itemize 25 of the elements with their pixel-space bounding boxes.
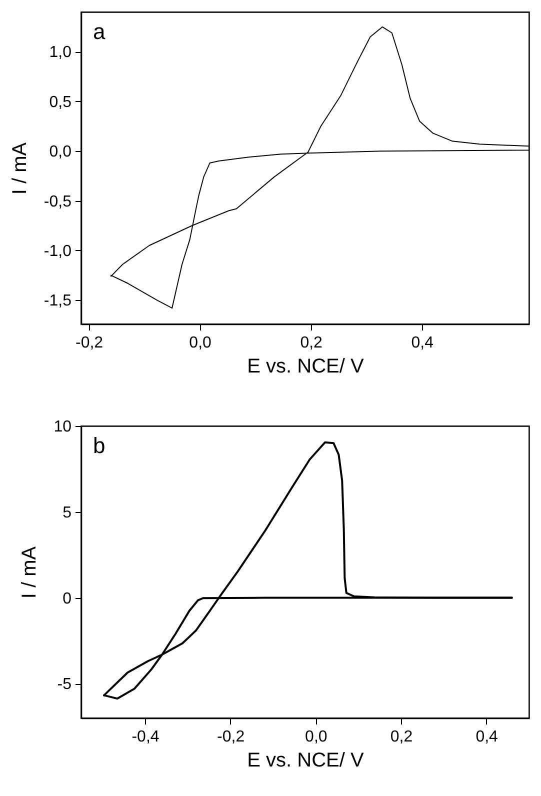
y-tick-label: 0,5 <box>49 94 72 111</box>
x-tick-label: 0,0 <box>305 728 328 746</box>
y-axis-title: I / mA <box>18 546 41 599</box>
y-tick-label: 0 <box>62 590 72 608</box>
x-tick-label: 0,0 <box>189 334 212 352</box>
x-tick-label: -0,2 <box>75 334 104 352</box>
y-tick-label: -1,5 <box>44 292 72 310</box>
x-tick-label: 0,4 <box>476 728 498 746</box>
y-tick-label: 1,0 <box>49 44 72 62</box>
annotation: b <box>93 433 106 458</box>
y-tick-label: 10 <box>54 418 72 436</box>
x-tick-label: -0,4 <box>132 728 160 746</box>
x-tick-label: -0,2 <box>217 728 245 746</box>
y-tick-label: 5 <box>62 504 72 522</box>
y-tick-label: -0,5 <box>44 193 72 210</box>
y-tick-label: -5 <box>57 676 72 694</box>
annotation: a <box>93 19 106 44</box>
y-tick-label: 0,0 <box>49 144 72 161</box>
x-tick-label: 0,4 <box>411 334 434 352</box>
x-axis-title: E vs. NCE/ V <box>247 356 364 378</box>
y-axis-title: I / mA <box>8 142 31 195</box>
x-axis-title: E vs. NCE/ V <box>247 750 364 772</box>
x-tick-label: 0,2 <box>300 334 323 352</box>
x-tick-label: 0,2 <box>390 728 413 746</box>
y-tick-label: -1,0 <box>44 242 72 260</box>
